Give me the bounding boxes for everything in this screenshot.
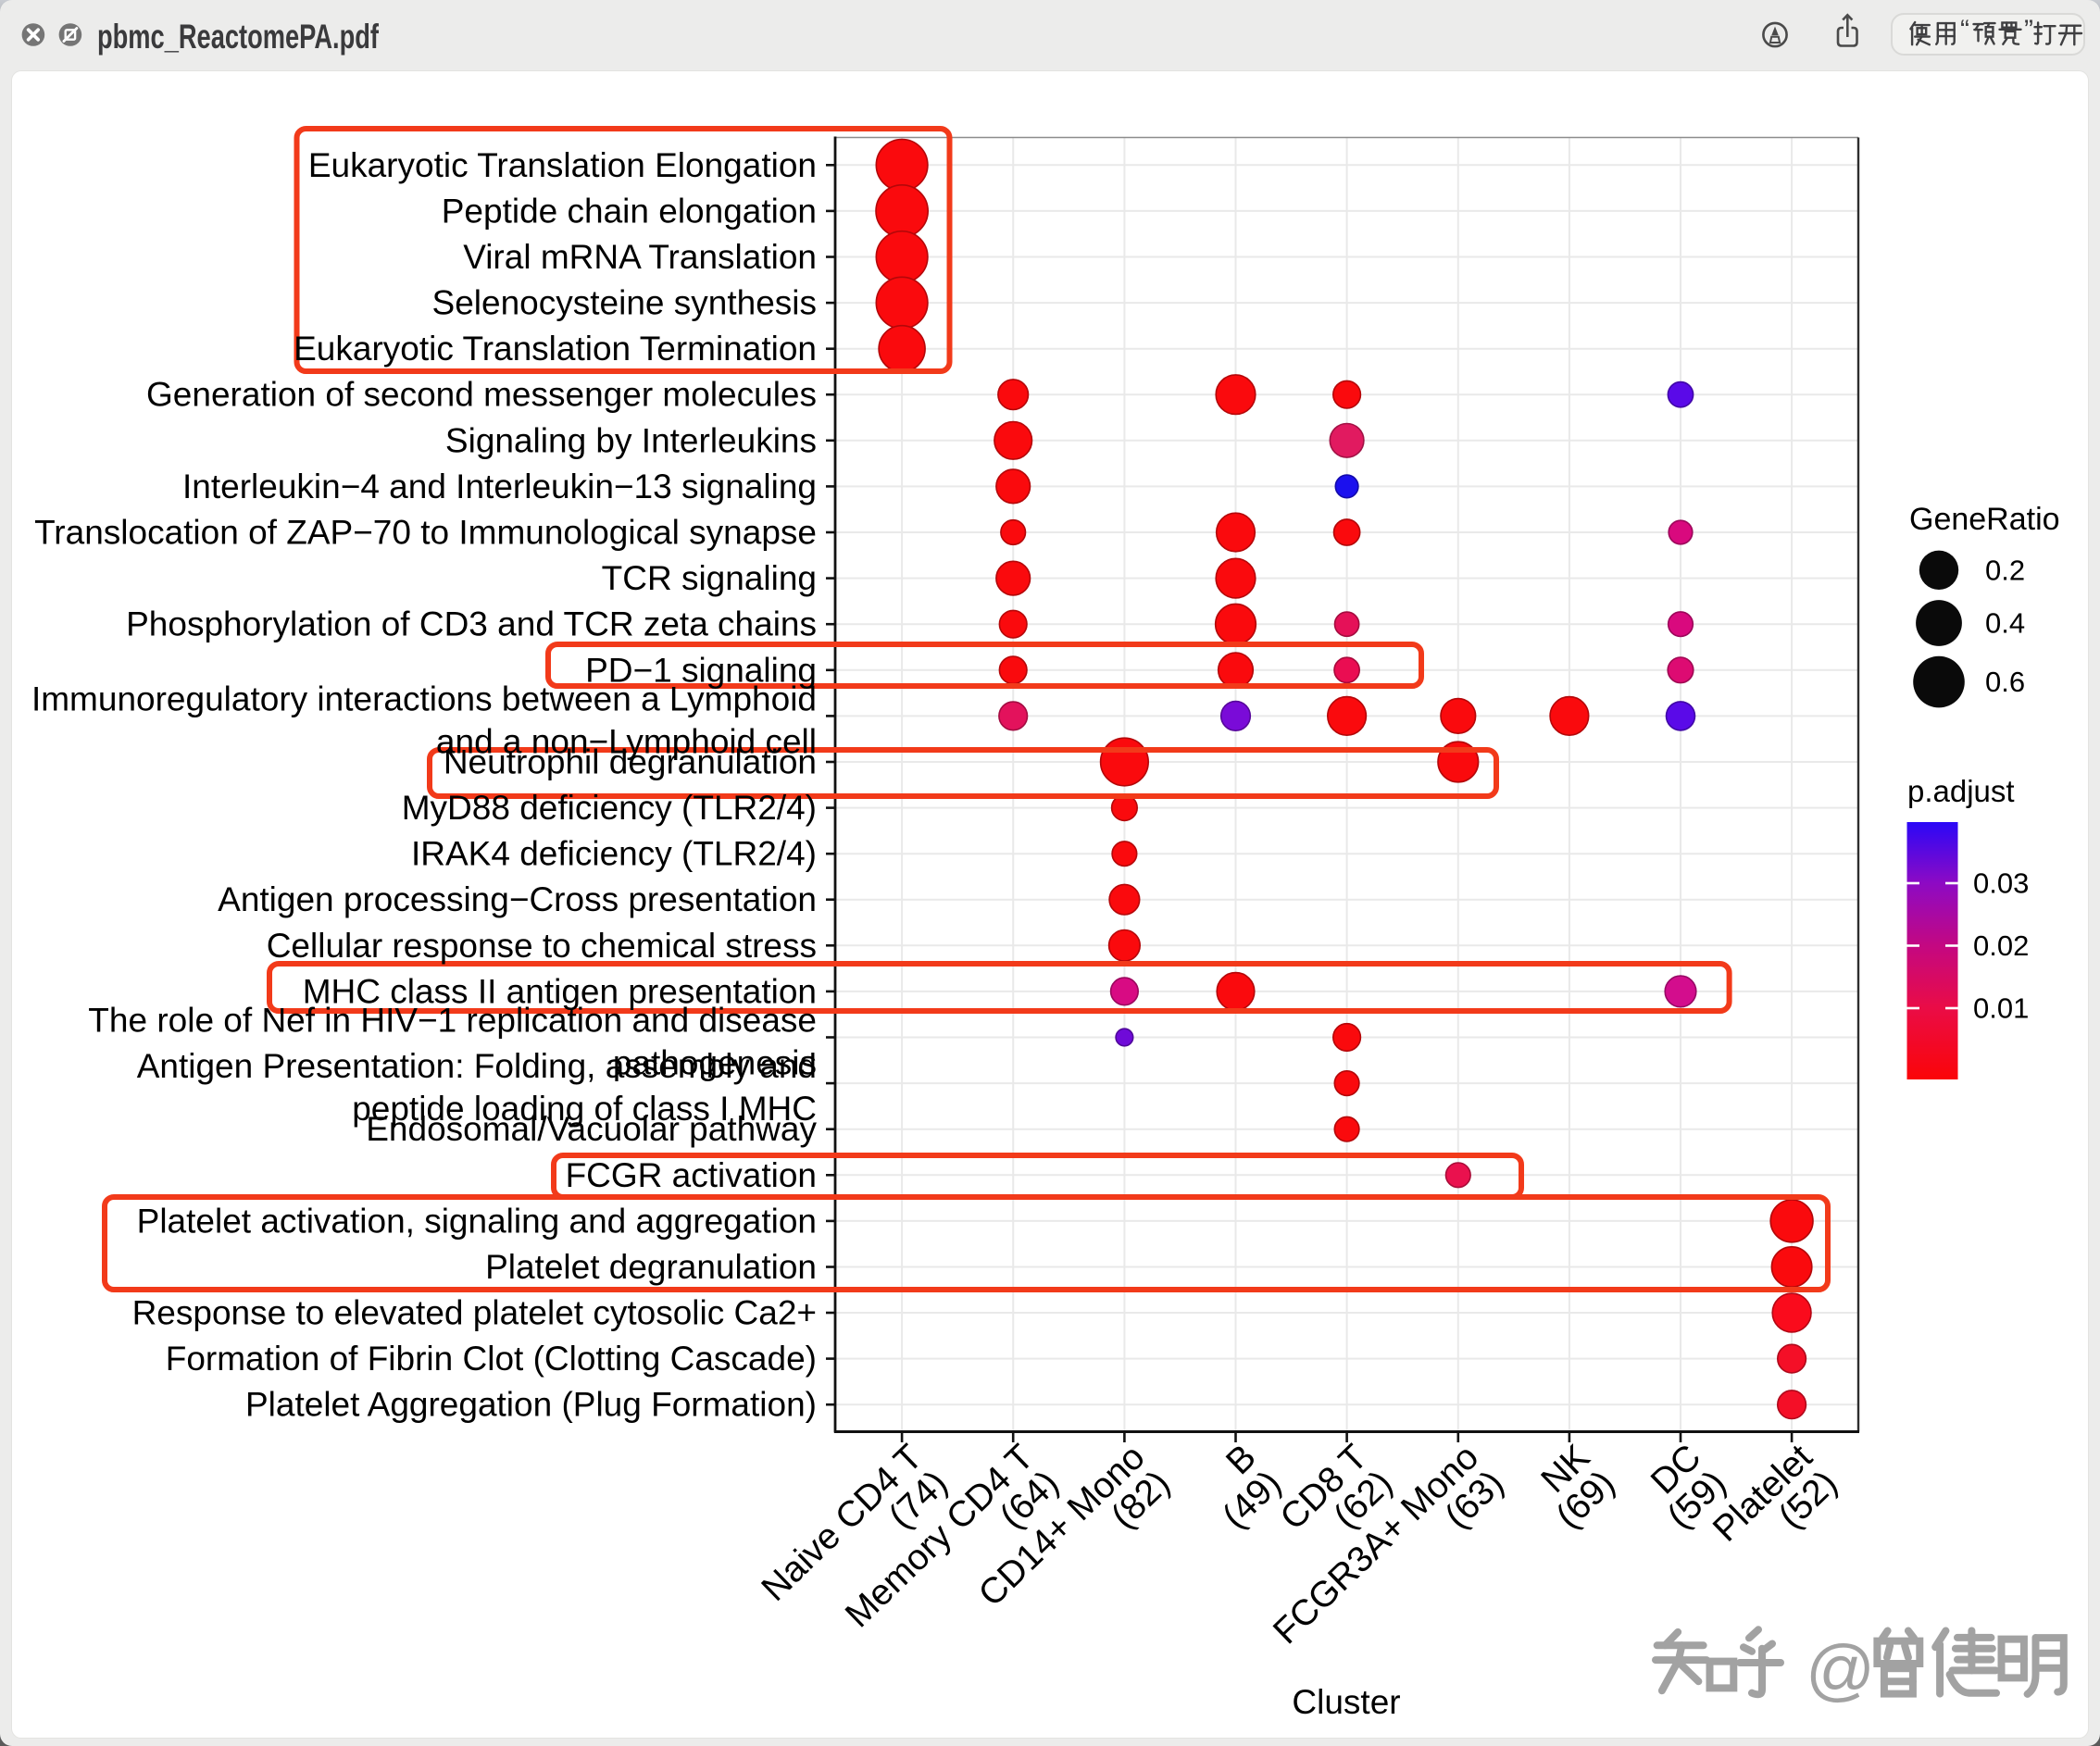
svg-text:Antigen processing−Cross prese: Antigen processing−Cross presentation (218, 880, 817, 918)
svg-text:Eukaryotic Translation Elongat: Eukaryotic Translation Elongation (308, 146, 817, 184)
svg-text:MHC class II antigen presentat: MHC class II antigen presentation (303, 972, 817, 1010)
svg-text:Platelet Aggregation (Plug For: Platelet Aggregation (Plug Formation) (245, 1386, 817, 1424)
svg-text:0.4: 0.4 (1985, 607, 2025, 640)
svg-text:Response to elevated platelet: Response to elevated platelet cytosolic … (132, 1294, 817, 1332)
svg-text:Signaling by Interleukins: Signaling by Interleukins (445, 421, 817, 459)
svg-text:Endosomal/Vacuolar pathway: Endosomal/Vacuolar pathway (366, 1110, 817, 1148)
svg-text:0.03: 0.03 (1973, 867, 2029, 900)
svg-text:”: ” (2024, 15, 2033, 45)
svg-text:The role of Nef in HIV−1 repli: The role of Nef in HIV−1 replication and… (88, 1002, 817, 1040)
svg-text:Cluster: Cluster (1292, 1683, 1400, 1721)
svg-text:0.02: 0.02 (1973, 929, 2029, 962)
svg-text:@: @ (1806, 1631, 1875, 1708)
svg-text:PD−1 signaling: PD−1 signaling (585, 651, 817, 689)
svg-text:0.6: 0.6 (1985, 666, 2025, 698)
svg-text:Formation of Fibrin Clot (Clot: Formation of Fibrin Clot (Clotting Casca… (166, 1340, 817, 1378)
svg-text:Viral mRNA Translation: Viral mRNA Translation (463, 238, 817, 276)
svg-text:FCGR activation: FCGR activation (566, 1156, 817, 1194)
svg-text:and a non−Lymphoid cell: and a non−Lymphoid cell (436, 722, 817, 760)
svg-text:Memory CD4 T: Memory CD4 T (838, 1437, 1042, 1635)
svg-text:0.01: 0.01 (1973, 992, 2029, 1025)
svg-text:p.adjust: p.adjust (1907, 774, 2015, 808)
svg-text:peptide loading of class I MHC: peptide loading of class I MHC (352, 1090, 817, 1128)
svg-text:GeneRatio: GeneRatio (1909, 502, 2060, 537)
svg-text:Selenocysteine synthesis: Selenocysteine synthesis (432, 284, 817, 322)
svg-text:“: “ (1960, 15, 1969, 45)
svg-text:Peptide chain elongation: Peptide chain elongation (442, 192, 817, 230)
svg-text:pbmc_ReactomePA.pdf: pbmc_ReactomePA.pdf (97, 18, 379, 56)
svg-text:Platelet degranulation: Platelet degranulation (485, 1248, 817, 1286)
svg-text:TCR signaling: TCR signaling (602, 559, 817, 597)
svg-text:0.2: 0.2 (1985, 554, 2025, 586)
svg-text:(49): (49) (1215, 1463, 1289, 1536)
svg-text:Neutrophil degranulation: Neutrophil degranulation (444, 743, 817, 781)
svg-text:Generation of second messenger: Generation of second messenger molecules (146, 376, 817, 414)
svg-text:Cellular response to chemical: Cellular response to chemical stress (267, 927, 817, 965)
svg-text:Translocation of ZAP−70 to Imm: Translocation of ZAP−70 to Immunological… (34, 514, 817, 552)
svg-text:pathogenesis: pathogenesis (613, 1044, 817, 1082)
svg-text:Interleukin−4 and Interleukin−: Interleukin−4 and Interleukin−13 signali… (182, 468, 817, 505)
svg-text:MyD88 deficiency (TLR2/4): MyD88 deficiency (TLR2/4) (402, 789, 817, 827)
svg-text:Immunoregulatory interactions: Immunoregulatory interactions between a … (31, 680, 817, 717)
svg-text:Eukaryotic Translation Termina: Eukaryotic Translation Termination (294, 330, 817, 368)
svg-text:Phosphorylation of CD3 and TCR: Phosphorylation of CD3 and TCR zeta chai… (126, 605, 817, 643)
svg-text:Platelet activation, signaling: Platelet activation, signaling and aggre… (137, 1202, 817, 1240)
svg-text:IRAK4 deficiency (TLR2/4): IRAK4 deficiency (TLR2/4) (411, 835, 817, 873)
svg-text:Antigen Presentation: Folding,: Antigen Presentation: Folding, assembly … (137, 1047, 817, 1085)
